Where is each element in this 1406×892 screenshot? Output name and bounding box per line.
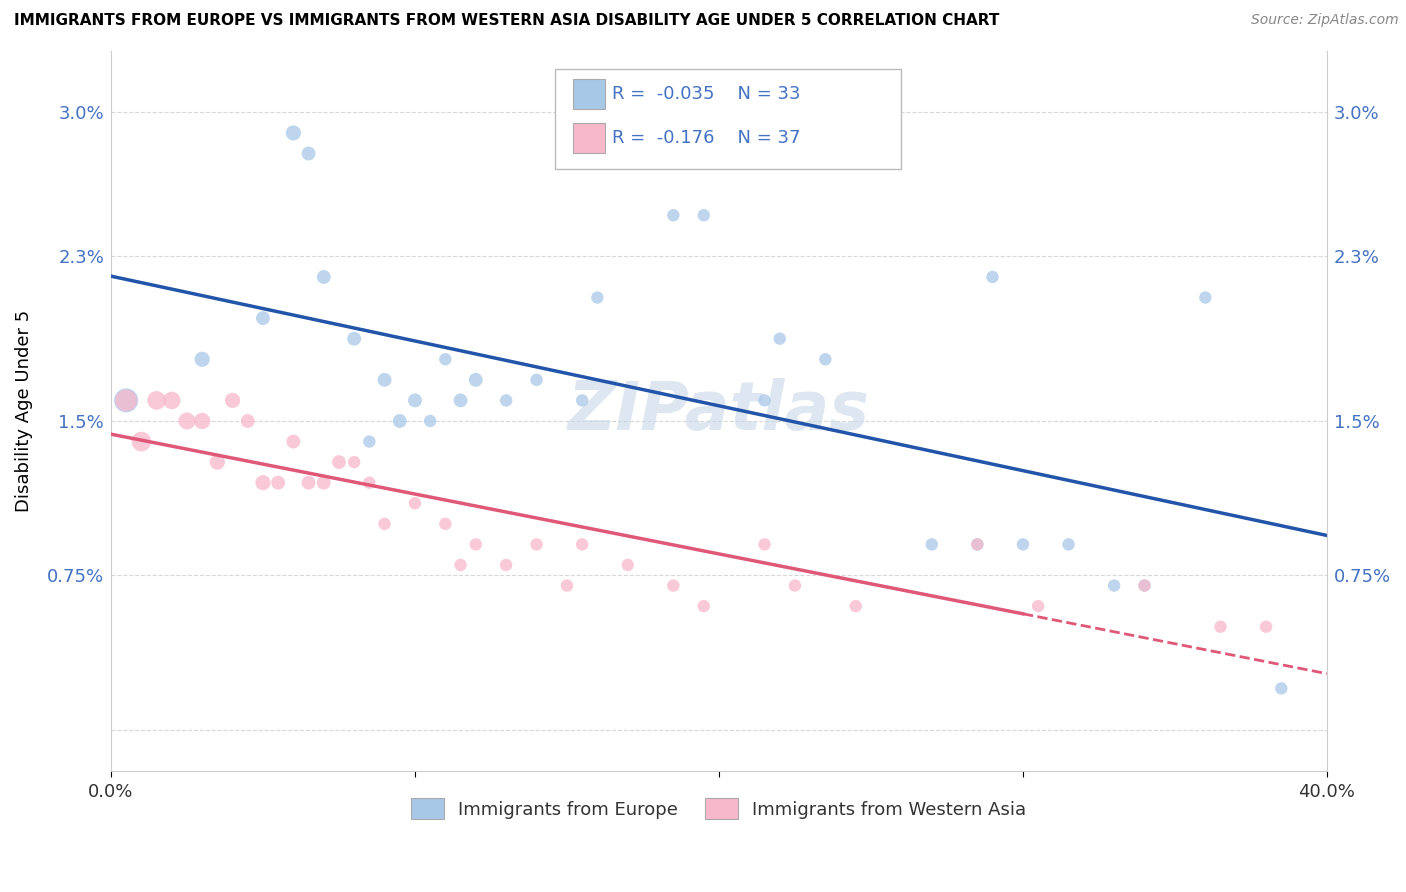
- FancyBboxPatch shape: [574, 123, 605, 153]
- Point: [693, 208, 716, 222]
- Point: [571, 393, 593, 408]
- Point: [464, 537, 486, 551]
- Text: IMMIGRANTS FROM EUROPE VS IMMIGRANTS FROM WESTERN ASIA DISABILITY AGE UNDER 5 CO: IMMIGRANTS FROM EUROPE VS IMMIGRANTS FRO…: [14, 13, 1000, 29]
- Point: [297, 475, 319, 490]
- Point: [236, 414, 259, 428]
- Point: [662, 578, 685, 592]
- Point: [1209, 620, 1232, 634]
- Point: [283, 434, 305, 449]
- Point: [374, 516, 396, 531]
- Point: [419, 414, 441, 428]
- Point: [388, 414, 411, 428]
- Point: [1057, 537, 1080, 551]
- Point: [1133, 578, 1156, 592]
- Point: [1270, 681, 1292, 696]
- Point: [115, 393, 138, 408]
- Point: [176, 414, 198, 428]
- Point: [404, 393, 426, 408]
- FancyBboxPatch shape: [574, 79, 605, 110]
- Point: [662, 208, 685, 222]
- Point: [1133, 578, 1156, 592]
- Point: [769, 332, 792, 346]
- Point: [526, 537, 548, 551]
- Point: [1102, 578, 1125, 592]
- Point: [160, 393, 183, 408]
- FancyBboxPatch shape: [555, 69, 901, 169]
- Point: [115, 393, 138, 408]
- Point: [1012, 537, 1035, 551]
- Point: [616, 558, 638, 572]
- Point: [252, 475, 274, 490]
- Point: [981, 270, 1004, 285]
- Point: [312, 270, 335, 285]
- Point: [191, 414, 214, 428]
- Point: [252, 311, 274, 326]
- Point: [343, 455, 366, 469]
- Point: [495, 558, 517, 572]
- Point: [131, 434, 153, 449]
- Point: [267, 475, 290, 490]
- Point: [526, 373, 548, 387]
- Text: R =  -0.176    N = 37: R = -0.176 N = 37: [612, 129, 800, 147]
- Point: [450, 393, 472, 408]
- Point: [921, 537, 943, 551]
- Point: [1194, 291, 1216, 305]
- Point: [207, 455, 229, 469]
- Y-axis label: Disability Age Under 5: Disability Age Under 5: [15, 310, 32, 512]
- Text: Source: ZipAtlas.com: Source: ZipAtlas.com: [1251, 13, 1399, 28]
- Point: [586, 291, 609, 305]
- Point: [404, 496, 426, 510]
- Point: [495, 393, 517, 408]
- Point: [297, 146, 319, 161]
- Point: [312, 475, 335, 490]
- Point: [283, 126, 305, 140]
- Point: [464, 373, 486, 387]
- Point: [754, 393, 776, 408]
- Text: ZIPatlas: ZIPatlas: [568, 377, 870, 443]
- Point: [1026, 599, 1049, 614]
- Point: [221, 393, 243, 408]
- Point: [693, 599, 716, 614]
- Point: [450, 558, 472, 572]
- Point: [845, 599, 868, 614]
- Point: [359, 434, 381, 449]
- Point: [966, 537, 988, 551]
- Point: [555, 578, 578, 592]
- Point: [754, 537, 776, 551]
- Point: [145, 393, 167, 408]
- Point: [783, 578, 806, 592]
- Point: [359, 475, 381, 490]
- Point: [328, 455, 350, 469]
- Point: [966, 537, 988, 551]
- Point: [434, 516, 457, 531]
- Point: [814, 352, 837, 367]
- Point: [191, 352, 214, 367]
- Legend: Immigrants from Europe, Immigrants from Western Asia: Immigrants from Europe, Immigrants from …: [405, 791, 1033, 827]
- Point: [571, 537, 593, 551]
- Point: [1256, 620, 1278, 634]
- Text: R =  -0.035    N = 33: R = -0.035 N = 33: [612, 85, 800, 103]
- Point: [343, 332, 366, 346]
- Point: [374, 373, 396, 387]
- Point: [434, 352, 457, 367]
